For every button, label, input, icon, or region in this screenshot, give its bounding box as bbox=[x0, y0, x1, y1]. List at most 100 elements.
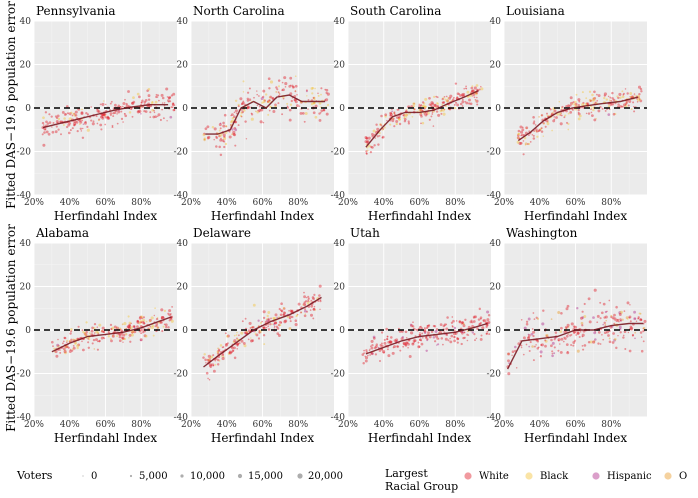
data-point bbox=[68, 117, 72, 121]
data-point bbox=[593, 99, 596, 102]
data-point bbox=[244, 317, 247, 320]
data-point bbox=[452, 319, 455, 323]
data-point bbox=[566, 326, 569, 328]
data-point bbox=[535, 128, 538, 131]
data-point bbox=[432, 336, 436, 339]
data-point bbox=[250, 337, 252, 339]
data-point bbox=[144, 110, 148, 113]
data-point bbox=[109, 323, 113, 327]
data-point bbox=[162, 117, 165, 120]
data-point bbox=[143, 322, 146, 325]
data-point bbox=[572, 101, 575, 104]
y-tick-label: 0 bbox=[339, 104, 345, 114]
data-point bbox=[120, 110, 123, 113]
data-point bbox=[569, 334, 572, 337]
data-point bbox=[57, 338, 59, 341]
data-point bbox=[572, 331, 576, 334]
data-point bbox=[382, 351, 385, 354]
data-point bbox=[472, 89, 475, 93]
data-point bbox=[61, 110, 65, 114]
data-point bbox=[616, 95, 619, 98]
data-point bbox=[456, 337, 459, 339]
data-point bbox=[250, 112, 253, 115]
data-point bbox=[418, 104, 422, 108]
data-point bbox=[521, 133, 524, 137]
data-point bbox=[624, 348, 627, 350]
data-point bbox=[110, 339, 113, 343]
data-point bbox=[227, 352, 231, 355]
data-point bbox=[634, 317, 636, 320]
data-point bbox=[231, 113, 234, 116]
data-point bbox=[237, 105, 240, 108]
x-axis-title: Herfindahl Index bbox=[524, 431, 628, 445]
data-point bbox=[576, 307, 579, 310]
data-point bbox=[73, 342, 77, 345]
y-tick-label: 20 bbox=[20, 61, 32, 71]
data-point bbox=[127, 315, 130, 318]
data-point bbox=[267, 325, 270, 328]
data-point bbox=[102, 114, 105, 117]
data-point bbox=[297, 302, 301, 306]
data-point bbox=[612, 112, 616, 116]
data-point bbox=[248, 87, 251, 90]
data-point bbox=[253, 96, 255, 99]
data-point bbox=[566, 323, 570, 327]
data-point bbox=[217, 349, 221, 353]
data-point bbox=[245, 138, 248, 140]
data-point bbox=[78, 123, 81, 126]
data-point bbox=[155, 93, 158, 96]
data-point bbox=[247, 106, 251, 109]
data-point bbox=[419, 113, 423, 116]
data-point bbox=[365, 152, 368, 155]
data-point bbox=[595, 101, 597, 104]
data-point bbox=[251, 339, 255, 342]
data-point bbox=[296, 313, 299, 316]
data-point bbox=[629, 96, 631, 98]
data-point bbox=[486, 330, 489, 333]
data-point bbox=[451, 98, 455, 101]
data-point bbox=[535, 316, 538, 319]
data-point bbox=[267, 77, 271, 81]
data-point bbox=[75, 342, 78, 344]
data-point bbox=[257, 337, 261, 340]
data-point bbox=[218, 133, 223, 137]
data-point bbox=[431, 102, 435, 106]
data-point bbox=[535, 344, 537, 346]
data-point bbox=[56, 343, 60, 347]
data-point bbox=[433, 95, 436, 99]
data-point bbox=[436, 337, 439, 340]
data-point bbox=[305, 296, 308, 299]
data-point bbox=[258, 108, 262, 112]
data-point bbox=[533, 318, 536, 320]
data-point bbox=[564, 114, 567, 117]
data-point bbox=[319, 299, 322, 301]
data-point bbox=[449, 340, 453, 344]
data-point bbox=[59, 351, 62, 354]
data-point bbox=[241, 320, 244, 323]
data-point bbox=[442, 324, 446, 328]
data-point bbox=[515, 367, 518, 369]
data-point bbox=[293, 98, 297, 102]
data-point bbox=[393, 345, 397, 348]
data-point bbox=[47, 132, 51, 136]
data-point bbox=[544, 125, 547, 128]
data-point bbox=[127, 90, 130, 93]
data-point bbox=[426, 324, 430, 328]
data-point bbox=[112, 115, 115, 118]
data-point bbox=[230, 121, 233, 124]
data-point bbox=[364, 140, 368, 144]
data-point bbox=[280, 302, 283, 306]
data-point bbox=[48, 113, 51, 116]
data-point bbox=[594, 330, 596, 333]
data-point bbox=[118, 335, 121, 339]
data-point bbox=[425, 349, 428, 353]
data-point bbox=[482, 319, 485, 322]
data-point bbox=[69, 348, 72, 351]
data-point bbox=[234, 144, 237, 147]
data-point bbox=[278, 93, 281, 95]
data-point bbox=[66, 112, 69, 115]
data-point bbox=[273, 321, 277, 325]
data-point bbox=[136, 325, 139, 328]
data-point bbox=[252, 326, 255, 329]
data-point bbox=[120, 336, 124, 339]
